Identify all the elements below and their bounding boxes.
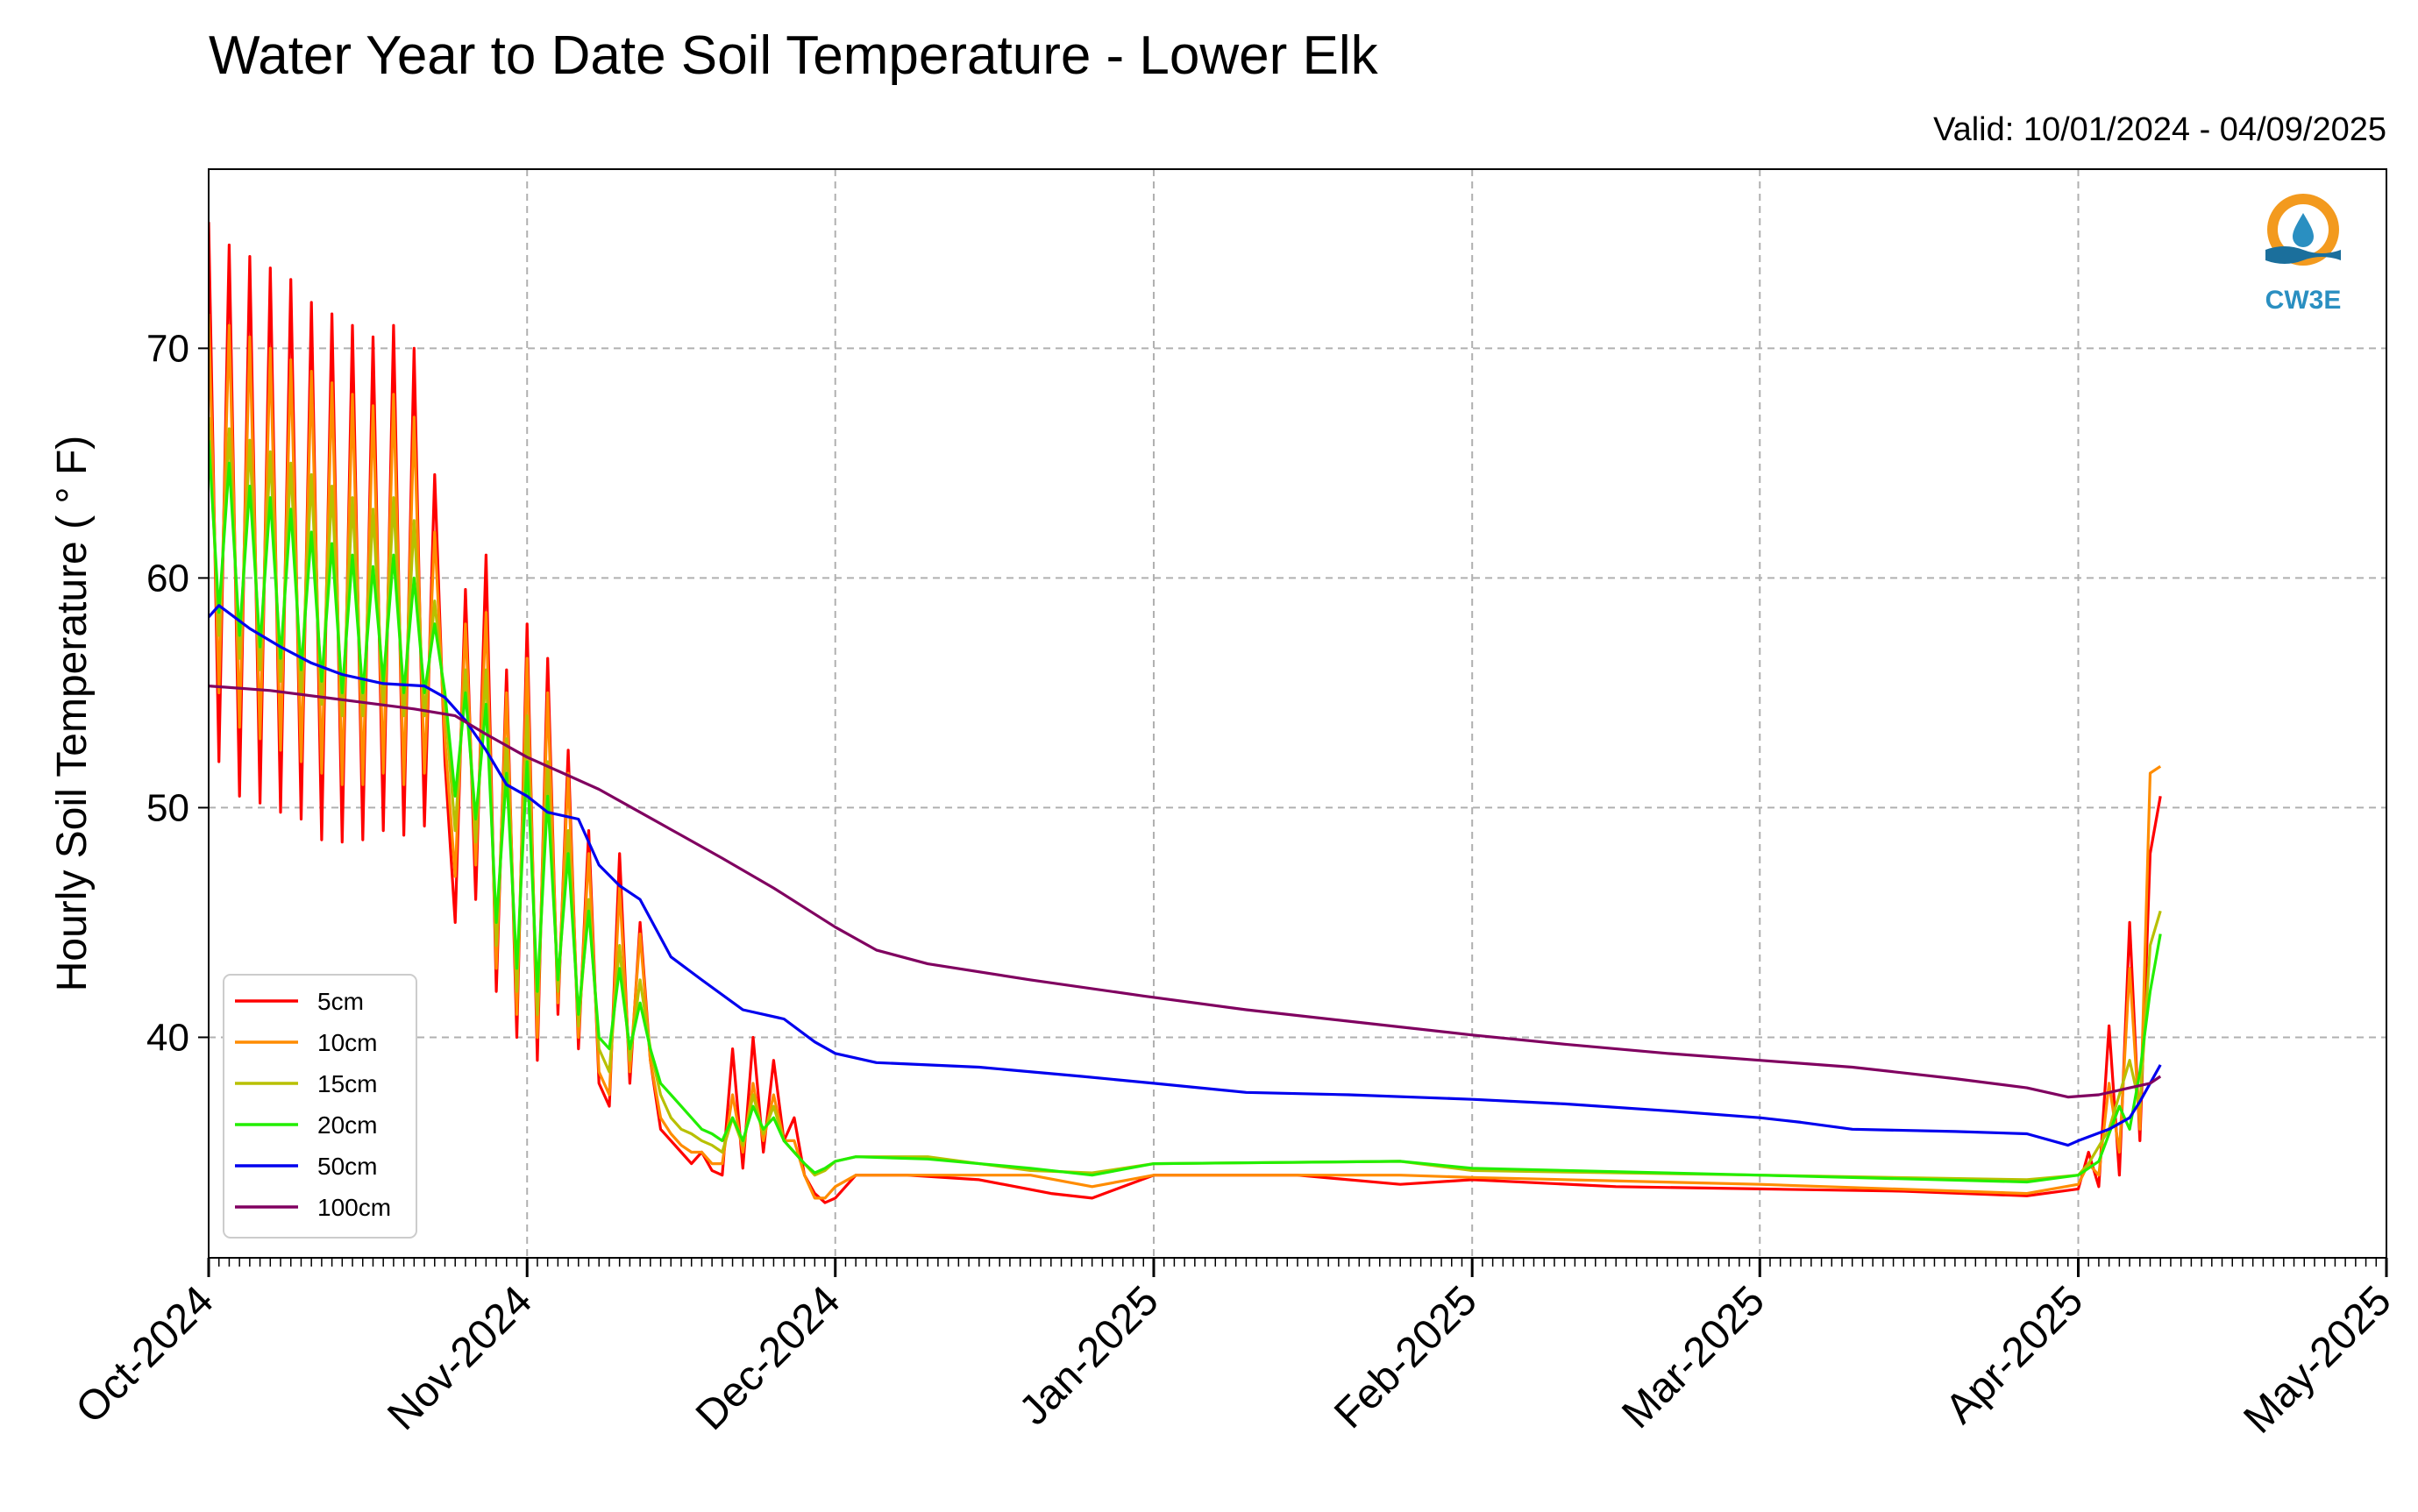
- legend-label-100cm: 100cm: [317, 1194, 391, 1221]
- y-tick-label: 70: [146, 327, 189, 370]
- legend-label-20cm: 20cm: [317, 1111, 377, 1139]
- chart-subtitle: Valid: 10/01/2024 - 04/09/2025: [1933, 111, 2386, 148]
- legend-box: [223, 974, 417, 1239]
- series-line-50cm: [209, 604, 2162, 1147]
- logo-wave-icon: [2265, 246, 2341, 264]
- legend-label-15cm: 15cm: [317, 1070, 377, 1097]
- y-tick-label: 60: [146, 557, 189, 600]
- y-axis-label: Hourly Soil Temperature ( ° F): [49, 436, 96, 992]
- series-lines: [209, 222, 2162, 1204]
- series-line-100cm: [209, 685, 2162, 1099]
- water-drop-icon: [2293, 213, 2314, 247]
- logo-text: CW3E: [2265, 286, 2342, 315]
- chart-title: Water Year to Date Soil Temperature - Lo…: [209, 25, 1379, 86]
- series-line-20cm: [209, 440, 2162, 1184]
- legend: 5cm 10cm 15cm 20cm 50cm 100cm: [223, 974, 417, 1239]
- legend-label-50cm: 50cm: [317, 1153, 377, 1180]
- legend-label-10cm: 10cm: [317, 1029, 377, 1056]
- y-tick-label: 40: [146, 1016, 189, 1059]
- cw3e-logo: CW3E: [2265, 194, 2342, 315]
- series-line-10cm: [209, 314, 2162, 1200]
- legend-label-5cm: 5cm: [317, 988, 364, 1015]
- grid-lines: [209, 169, 2386, 1258]
- y-tick-label: 50: [146, 786, 189, 829]
